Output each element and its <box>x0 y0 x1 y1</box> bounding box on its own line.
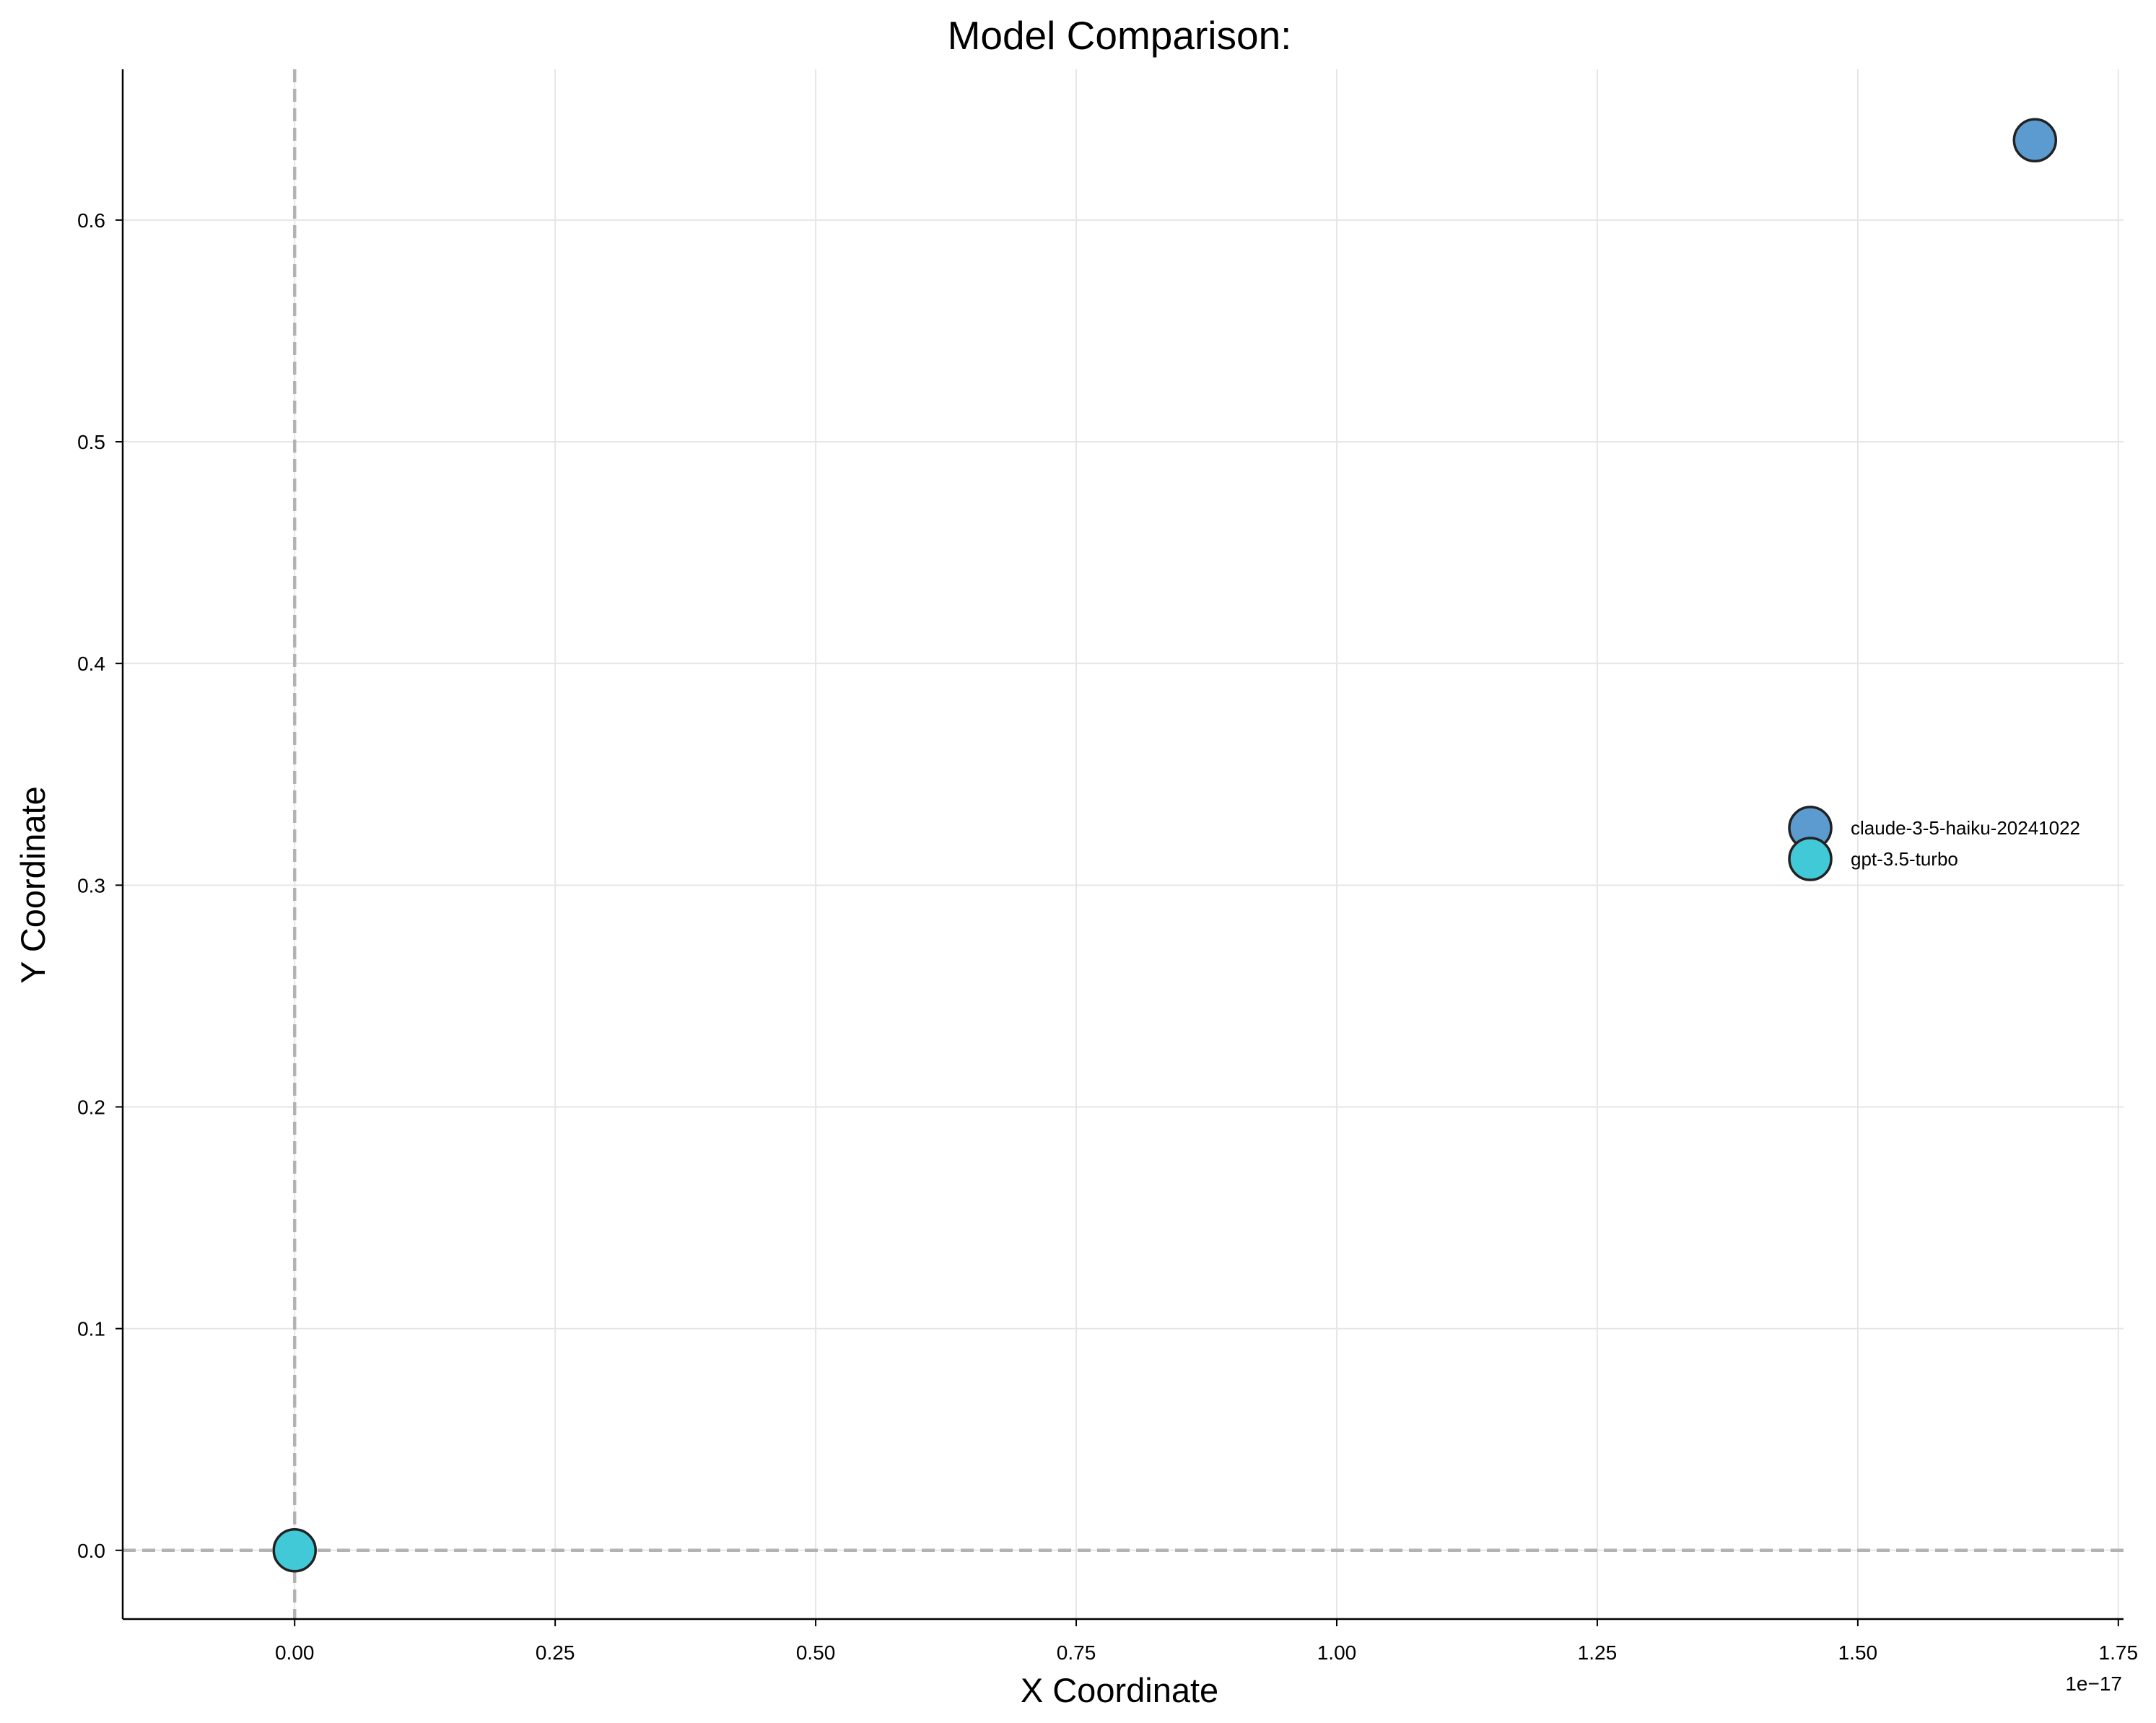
y-tick-label: 0.6 <box>77 209 105 232</box>
legend-label: gpt-3.5-turbo <box>1851 848 1958 870</box>
x-tick-label: 0.50 <box>796 1641 836 1664</box>
grid-lines <box>123 69 2124 1619</box>
data-points <box>272 118 2058 1573</box>
data-point <box>2012 118 2058 163</box>
y-tick-label: 0.3 <box>77 874 105 897</box>
x-axis-label: X Coordinate <box>1021 1671 1218 1709</box>
y-tick-label: 0.4 <box>77 653 105 675</box>
x-tick-label: 1.25 <box>1578 1641 1618 1664</box>
y-tick-label: 0.1 <box>77 1318 105 1340</box>
legend: claude-3-5-haiku-20241022 gpt-3.5-turbo <box>1788 806 2080 881</box>
x-tick-label: 0.25 <box>536 1641 575 1664</box>
y-axis-label: Y Coordinate <box>14 786 52 984</box>
legend-label: claude-3-5-haiku-20241022 <box>1851 817 2080 839</box>
axes <box>115 69 2124 1626</box>
y-tick-label: 0.2 <box>77 1096 105 1118</box>
legend-marker <box>1788 837 1833 881</box>
x-tick-label: 1.75 <box>2099 1641 2139 1664</box>
x-offset-text: 1e−17 <box>2065 1672 2122 1695</box>
tick-labels: 0.00 0.25 0.50 0.75 1.00 1.25 1.50 1.75 0.0 0.1 0.… <box>77 209 2138 1664</box>
data-point <box>272 1528 317 1573</box>
x-tick-label: 0.00 <box>275 1641 315 1664</box>
y-tick-label: 0.0 <box>77 1540 105 1562</box>
x-tick-label: 1.50 <box>1838 1641 1878 1664</box>
chart-title: Model Comparison: <box>948 13 1292 58</box>
y-tick-label: 0.5 <box>77 431 105 453</box>
x-tick-label: 0.75 <box>1057 1641 1096 1664</box>
reference-lines <box>123 69 2124 1619</box>
x-tick-label: 1.00 <box>1317 1641 1357 1664</box>
